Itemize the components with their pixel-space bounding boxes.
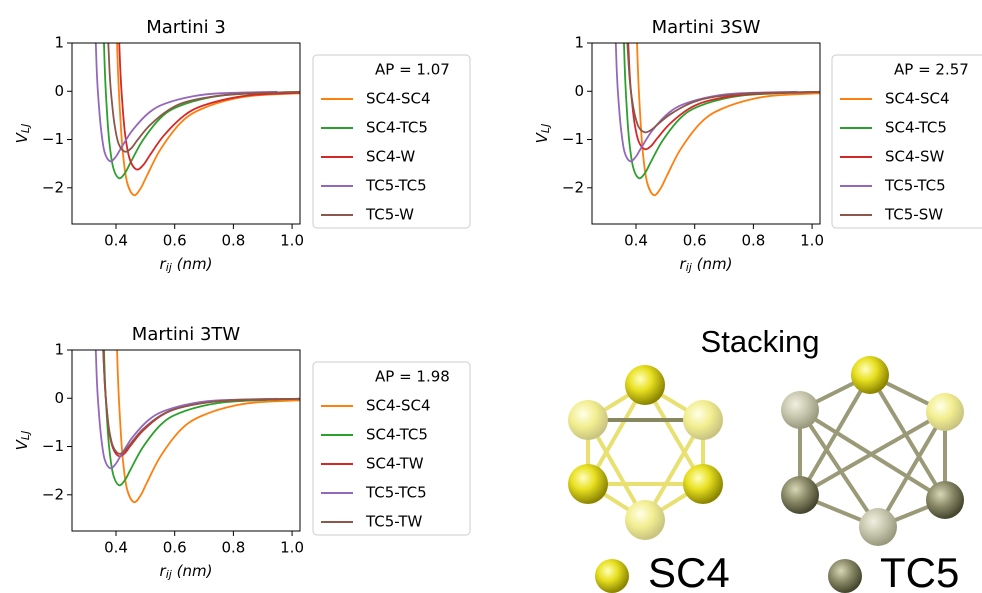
- sphere: [781, 476, 819, 514]
- plot-frame: [592, 43, 820, 224]
- sphere: [781, 391, 819, 429]
- sphere: [851, 356, 889, 394]
- legend-box: [832, 55, 982, 228]
- sphere: [926, 481, 964, 519]
- sphere: [625, 500, 665, 540]
- x-axis-label: rij (nm): [680, 255, 733, 275]
- y-tick-label: 1: [54, 34, 64, 52]
- sphere: [568, 464, 608, 504]
- legend-label: TC5-TW: [365, 513, 422, 531]
- sphere: [926, 393, 964, 431]
- legend-sphere: [828, 559, 862, 593]
- sc4-bonds: [588, 385, 703, 520]
- legend-label: SC4-TC5: [366, 426, 428, 444]
- y-label-subscript: LJ: [19, 124, 32, 133]
- x-tick-label: 0.8: [221, 539, 245, 557]
- x-label-unit: (nm): [177, 562, 213, 580]
- legend-label: SC4-W: [366, 148, 415, 166]
- y-tick-label: 0: [54, 82, 64, 100]
- y-tick-label: −2: [42, 178, 64, 196]
- y-tick-label: −1: [42, 130, 64, 148]
- legend-box: [313, 55, 470, 228]
- x-tick-label: 0.8: [221, 232, 245, 250]
- x-tick-label: 1.0: [280, 539, 304, 557]
- y-axis-label: VLJ: [533, 124, 553, 144]
- chart: Martini 3SW 0.4 0.6 0.8 1.0 −2 −1 0 1 rij (nm) VLJ…: [533, 0, 982, 274]
- x-label-unit: (nm): [177, 255, 213, 273]
- legend-label: TC5-TC5: [365, 484, 427, 502]
- y-tick-label: −1: [562, 130, 584, 148]
- sphere: [683, 400, 723, 440]
- x-tick-label: 0.6: [163, 539, 187, 557]
- y-tick-label: 1: [574, 34, 584, 52]
- sphere: [859, 508, 897, 546]
- sphere: [683, 464, 723, 504]
- x-tick-label: 0.4: [104, 539, 128, 557]
- sphere: [568, 400, 608, 440]
- legend-label: TC5-TC5: [365, 177, 427, 195]
- legend-label: SC4-TC5: [366, 119, 428, 137]
- legend-label: SC4-SC4: [885, 90, 950, 108]
- tc5-bonds: [800, 375, 945, 527]
- x-tick-label: 1.0: [800, 232, 824, 250]
- sphere-label: TC5: [880, 549, 959, 593]
- legend-label: SC4-TW: [366, 455, 424, 473]
- chart: Martini 3 0.4 0.6 0.8 1.0 −2 −1 0 1 rij (nm) VLJ AP…: [13, 0, 471, 274]
- y-label-subscript: LJ: [19, 431, 32, 440]
- illustration: Stacking SC4 TC5: [568, 324, 964, 593]
- x-axis-label: rij (nm): [160, 562, 213, 582]
- x-axis-label: rij (nm): [160, 255, 213, 275]
- legend-sphere: [595, 559, 629, 593]
- figure: Stacking SC4 TC5 Martini 3 0.4 0.6 0.8 1.0 −2…: [0, 0, 982, 593]
- y-tick-label: 0: [574, 82, 584, 100]
- x-tick-label: 0.4: [104, 232, 128, 250]
- legend-label: SC4-SW: [885, 148, 944, 166]
- y-tick-label: 0: [54, 389, 64, 407]
- legend-label: TC5-TC5: [884, 177, 946, 195]
- y-tick-label: −2: [562, 178, 584, 196]
- legend-title: AP = 1.07: [375, 61, 450, 79]
- chart-title: Martini 3SW: [652, 17, 761, 38]
- plot-frame: [72, 43, 300, 224]
- x-tick-label: 1.0: [280, 232, 304, 250]
- legend-label: TC5-SW: [884, 206, 943, 224]
- x-label-unit: (nm): [697, 255, 733, 273]
- y-axis-label: VLJ: [13, 431, 33, 451]
- series-line: [113, 219, 336, 503]
- y-tick-label: −2: [42, 485, 64, 503]
- legend-title: AP = 1.98: [375, 368, 450, 386]
- plot-frame: [72, 350, 300, 531]
- series-line: [101, 298, 299, 456]
- legend-label: SC4-SC4: [366, 397, 431, 415]
- x-tick-label: 0.6: [163, 232, 187, 250]
- legend-label: TC5-W: [365, 206, 414, 224]
- chart-title: Martini 3: [146, 17, 226, 38]
- series-line: [101, 248, 299, 485]
- legend-box: [313, 362, 470, 535]
- legend-label: SC4-SC4: [366, 90, 431, 108]
- sphere: [625, 365, 665, 405]
- chart-title: Martini 3TW: [132, 324, 241, 345]
- sphere-label: SC4: [648, 549, 730, 593]
- y-tick-label: 1: [54, 341, 64, 359]
- legend-title: AP = 2.57: [894, 61, 969, 79]
- illustration-title: Stacking: [701, 324, 820, 359]
- x-tick-label: 0.4: [624, 232, 648, 250]
- x-tick-label: 0.8: [741, 232, 765, 250]
- y-axis-label: VLJ: [13, 124, 33, 144]
- x-tick-label: 0.6: [683, 232, 707, 250]
- legend-label: SC4-TC5: [885, 119, 947, 137]
- y-tick-label: −1: [42, 437, 64, 455]
- y-label-subscript: LJ: [539, 124, 552, 133]
- chart: Martini 3TW 0.4 0.6 0.8 1.0 −2 −1 0 1 rij (nm) VLJ…: [13, 219, 471, 581]
